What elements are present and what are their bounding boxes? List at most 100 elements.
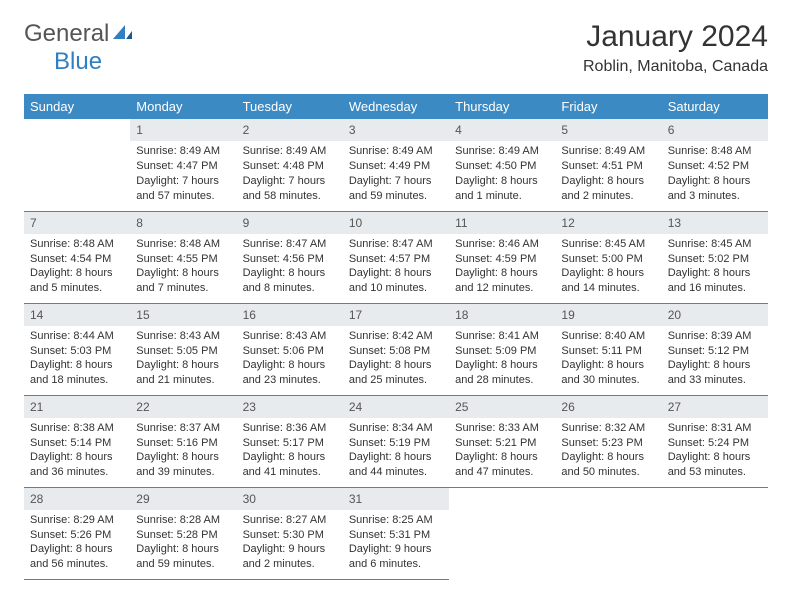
location: Roblin, Manitoba, Canada [583,58,768,76]
daylight-text: Daylight: 8 hours and 2 minutes. [561,174,655,204]
sunset-text: Sunset: 5:16 PM [136,436,230,451]
day-content: Sunrise: 8:48 AMSunset: 4:55 PMDaylight:… [130,234,236,299]
sunrise-text: Sunrise: 8:42 AM [349,329,443,344]
daylight-text: Daylight: 8 hours and 8 minutes. [243,266,337,296]
sunrise-text: Sunrise: 8:25 AM [349,513,443,528]
day-content: Sunrise: 8:46 AMSunset: 4:59 PMDaylight:… [449,234,555,299]
day-number: 6 [662,119,768,141]
sunset-text: Sunset: 5:00 PM [561,252,655,267]
logo-icon [113,23,137,46]
day-content: Sunrise: 8:48 AMSunset: 4:52 PMDaylight:… [662,141,768,206]
daylight-text: Daylight: 8 hours and 59 minutes. [136,542,230,572]
daylight-text: Daylight: 8 hours and 21 minutes. [136,358,230,388]
day-content: Sunrise: 8:49 AMSunset: 4:47 PMDaylight:… [130,141,236,206]
sunset-text: Sunset: 5:12 PM [668,344,762,359]
weekday-header: Saturday [662,94,768,119]
sunrise-text: Sunrise: 8:46 AM [455,237,549,252]
day-content: Sunrise: 8:43 AMSunset: 5:05 PMDaylight:… [130,326,236,391]
sunrise-text: Sunrise: 8:29 AM [30,513,124,528]
sunrise-text: Sunrise: 8:31 AM [668,421,762,436]
sunset-text: Sunset: 4:50 PM [455,159,549,174]
daylight-text: Daylight: 8 hours and 12 minutes. [455,266,549,296]
sunrise-text: Sunrise: 8:38 AM [30,421,124,436]
title-block: January 2024 Roblin, Manitoba, Canada [583,20,768,76]
day-number: 4 [449,119,555,141]
daylight-text: Daylight: 8 hours and 14 minutes. [561,266,655,296]
calendar-cell: 18Sunrise: 8:41 AMSunset: 5:09 PMDayligh… [449,303,555,395]
day-content: Sunrise: 8:42 AMSunset: 5:08 PMDaylight:… [343,326,449,391]
day-content: Sunrise: 8:31 AMSunset: 5:24 PMDaylight:… [662,418,768,483]
daylight-text: Daylight: 8 hours and 25 minutes. [349,358,443,388]
calendar-header-row: SundayMondayTuesdayWednesdayThursdayFrid… [24,94,768,119]
calendar-cell: 20Sunrise: 8:39 AMSunset: 5:12 PMDayligh… [662,303,768,395]
sunset-text: Sunset: 4:49 PM [349,159,443,174]
day-content: Sunrise: 8:29 AMSunset: 5:26 PMDaylight:… [24,510,130,575]
calendar-cell: 6Sunrise: 8:48 AMSunset: 4:52 PMDaylight… [662,119,768,211]
calendar-cell: 24Sunrise: 8:34 AMSunset: 5:19 PMDayligh… [343,395,449,487]
daylight-text: Daylight: 8 hours and 33 minutes. [668,358,762,388]
sunrise-text: Sunrise: 8:49 AM [455,144,549,159]
sunset-text: Sunset: 5:24 PM [668,436,762,451]
day-content: Sunrise: 8:48 AMSunset: 4:54 PMDaylight:… [24,234,130,299]
day-content: Sunrise: 8:38 AMSunset: 5:14 PMDaylight:… [24,418,130,483]
day-number: 12 [555,212,661,234]
sunset-text: Sunset: 5:03 PM [30,344,124,359]
daylight-text: Daylight: 8 hours and 10 minutes. [349,266,443,296]
sunset-text: Sunset: 4:52 PM [668,159,762,174]
daylight-text: Daylight: 8 hours and 7 minutes. [136,266,230,296]
daylight-text: Daylight: 8 hours and 44 minutes. [349,450,443,480]
sunset-text: Sunset: 5:31 PM [349,528,443,543]
calendar-cell: 25Sunrise: 8:33 AMSunset: 5:21 PMDayligh… [449,395,555,487]
day-number: 8 [130,212,236,234]
day-number: 1 [130,119,236,141]
day-number: 5 [555,119,661,141]
sunrise-text: Sunrise: 8:28 AM [136,513,230,528]
sunset-text: Sunset: 5:17 PM [243,436,337,451]
sunset-text: Sunset: 5:26 PM [30,528,124,543]
day-content: Sunrise: 8:49 AMSunset: 4:49 PMDaylight:… [343,141,449,206]
calendar-cell: 21Sunrise: 8:38 AMSunset: 5:14 PMDayligh… [24,395,130,487]
daylight-text: Daylight: 8 hours and 30 minutes. [561,358,655,388]
day-content: Sunrise: 8:47 AMSunset: 4:57 PMDaylight:… [343,234,449,299]
day-content: Sunrise: 8:34 AMSunset: 5:19 PMDaylight:… [343,418,449,483]
day-content: Sunrise: 8:37 AMSunset: 5:16 PMDaylight:… [130,418,236,483]
daylight-text: Daylight: 8 hours and 3 minutes. [668,174,762,204]
day-content: Sunrise: 8:25 AMSunset: 5:31 PMDaylight:… [343,510,449,575]
sunset-text: Sunset: 5:05 PM [136,344,230,359]
sunrise-text: Sunrise: 8:41 AM [455,329,549,344]
calendar-cell: 31Sunrise: 8:25 AMSunset: 5:31 PMDayligh… [343,487,449,579]
sunset-text: Sunset: 5:19 PM [349,436,443,451]
calendar-cell: 26Sunrise: 8:32 AMSunset: 5:23 PMDayligh… [555,395,661,487]
calendar-cell: 7Sunrise: 8:48 AMSunset: 4:54 PMDaylight… [24,211,130,303]
sunset-text: Sunset: 5:06 PM [243,344,337,359]
day-number: 13 [662,212,768,234]
sunrise-text: Sunrise: 8:27 AM [243,513,337,528]
calendar-cell [24,119,130,211]
calendar-cell: 30Sunrise: 8:27 AMSunset: 5:30 PMDayligh… [237,487,343,579]
logo-stack: General Blue [24,20,137,76]
sunset-text: Sunset: 5:14 PM [30,436,124,451]
sunrise-text: Sunrise: 8:40 AM [561,329,655,344]
sunset-text: Sunset: 5:30 PM [243,528,337,543]
sunrise-text: Sunrise: 8:49 AM [243,144,337,159]
sunrise-text: Sunrise: 8:44 AM [30,329,124,344]
sunset-text: Sunset: 4:56 PM [243,252,337,267]
day-number: 27 [662,396,768,418]
day-number: 26 [555,396,661,418]
day-content: Sunrise: 8:49 AMSunset: 4:51 PMDaylight:… [555,141,661,206]
daylight-text: Daylight: 7 hours and 57 minutes. [136,174,230,204]
calendar-cell: 1Sunrise: 8:49 AMSunset: 4:47 PMDaylight… [130,119,236,211]
day-number: 11 [449,212,555,234]
calendar-cell: 27Sunrise: 8:31 AMSunset: 5:24 PMDayligh… [662,395,768,487]
sunset-text: Sunset: 4:51 PM [561,159,655,174]
day-content: Sunrise: 8:28 AMSunset: 5:28 PMDaylight:… [130,510,236,575]
sunrise-text: Sunrise: 8:45 AM [561,237,655,252]
sunset-text: Sunset: 4:47 PM [136,159,230,174]
day-number: 9 [237,212,343,234]
day-number: 21 [24,396,130,418]
calendar-cell: 13Sunrise: 8:45 AMSunset: 5:02 PMDayligh… [662,211,768,303]
daylight-text: Daylight: 8 hours and 47 minutes. [455,450,549,480]
weekday-header: Friday [555,94,661,119]
sunset-text: Sunset: 5:11 PM [561,344,655,359]
calendar-cell: 8Sunrise: 8:48 AMSunset: 4:55 PMDaylight… [130,211,236,303]
